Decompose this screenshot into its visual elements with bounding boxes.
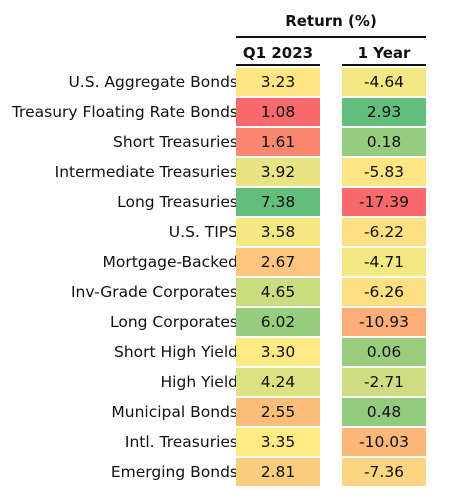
column-header-rule-1y xyxy=(342,64,426,66)
group-header-rule xyxy=(236,36,426,38)
row-label: Long Corporates xyxy=(110,313,238,331)
heatmap-cell-q1-2023: 2.55 xyxy=(236,398,320,426)
row-label: Intermediate Treasuries xyxy=(54,163,238,181)
row-label: U.S. Aggregate Bonds xyxy=(68,73,238,91)
heatmap-cell-q1-2023: 3.58 xyxy=(236,218,320,246)
row-label: Intl. Treasuries xyxy=(124,433,238,451)
heatmap-cell-1-year: -4.71 xyxy=(342,248,426,276)
row-label: Emerging Bonds xyxy=(110,463,238,481)
row-label: Mortgage-Backed xyxy=(102,253,238,271)
heatmap-cell-1-year: 0.48 xyxy=(342,398,426,426)
heatmap-cell-1-year: -7.36 xyxy=(342,458,426,486)
row-label: High Yield xyxy=(160,373,238,391)
heatmap-cell-1-year: -6.22 xyxy=(342,218,426,246)
heatmap-cell-q1-2023: 4.24 xyxy=(236,368,320,396)
heatmap-cell-1-year: -10.93 xyxy=(342,308,426,336)
heatmap-cell-q1-2023: 2.67 xyxy=(236,248,320,276)
heatmap-cell-1-year: 0.06 xyxy=(342,338,426,366)
heatmap-cell-1-year: -10.03 xyxy=(342,428,426,456)
column-header-q1-2023: Q1 2023 xyxy=(242,44,314,62)
row-label: Treasury Floating Rate Bonds xyxy=(11,103,238,121)
heatmap-cell-1-year: -17.39 xyxy=(342,188,426,216)
row-label: Inv-Grade Corporates xyxy=(70,283,238,301)
row-label: Short Treasuries xyxy=(113,133,238,151)
heatmap-cell-q1-2023: 1.08 xyxy=(236,98,320,126)
row-label: U.S. TIPS xyxy=(168,223,238,241)
heatmap-cell-q1-2023: 3.35 xyxy=(236,428,320,456)
column-header-rule-q1 xyxy=(236,64,320,66)
heatmap-cell-1-year: 2.93 xyxy=(342,98,426,126)
heatmap-cell-1-year: -5.83 xyxy=(342,158,426,186)
row-label: Long Treasuries xyxy=(117,193,238,211)
group-header: Return (%) xyxy=(285,12,377,30)
heatmap-cell-q1-2023: 7.38 xyxy=(236,188,320,216)
row-label: Short High Yield xyxy=(114,343,238,361)
heatmap-cell-1-year: -6.26 xyxy=(342,278,426,306)
column-header-1-year: 1 Year xyxy=(357,44,411,62)
heatmap-cell-q1-2023: 3.92 xyxy=(236,158,320,186)
heatmap-cell-q1-2023: 3.30 xyxy=(236,338,320,366)
heatmap-cell-1-year: -4.64 xyxy=(342,68,426,96)
heatmap-cell-q1-2023: 2.81 xyxy=(236,458,320,486)
heatmap-cell-q1-2023: 6.02 xyxy=(236,308,320,336)
heatmap-cell-q1-2023: 4.65 xyxy=(236,278,320,306)
row-label: Municipal Bonds xyxy=(111,403,238,421)
heatmap-cell-1-year: 0.18 xyxy=(342,128,426,156)
heatmap-cell-q1-2023: 1.61 xyxy=(236,128,320,156)
heatmap-cell-1-year: -2.71 xyxy=(342,368,426,396)
heatmap-cell-q1-2023: 3.23 xyxy=(236,68,320,96)
